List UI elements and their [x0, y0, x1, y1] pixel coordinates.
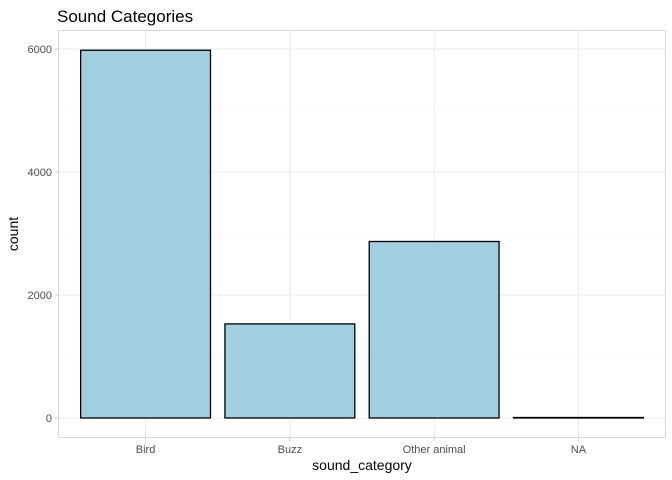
y-axis-title: count — [5, 217, 21, 251]
bar-buzz — [224, 323, 356, 419]
bar-na — [512, 416, 645, 419]
x-axis-title: sound_category — [312, 457, 412, 473]
x-tick-label: Other animal — [403, 444, 466, 456]
bar-other-animal — [368, 240, 500, 419]
x-tick-label: Bird — [136, 444, 156, 456]
y-tick-label: 6000 — [28, 44, 52, 56]
bars — [79, 49, 645, 419]
y-tick-label: 4000 — [28, 167, 52, 179]
x-tick-label: Buzz — [278, 444, 302, 456]
y-tick-label: 0 — [46, 413, 52, 425]
y-axis-ticks: 0 2000 4000 6000 — [28, 44, 59, 425]
plot-panel-border — [58, 30, 666, 438]
chart-title: Sound Categories — [57, 7, 193, 26]
x-axis-ticks: Bird Buzz Other animal NA — [136, 437, 587, 456]
bar-bird — [79, 49, 212, 419]
x-tick-label: NA — [571, 444, 587, 456]
y-tick-label: 2000 — [28, 290, 52, 302]
